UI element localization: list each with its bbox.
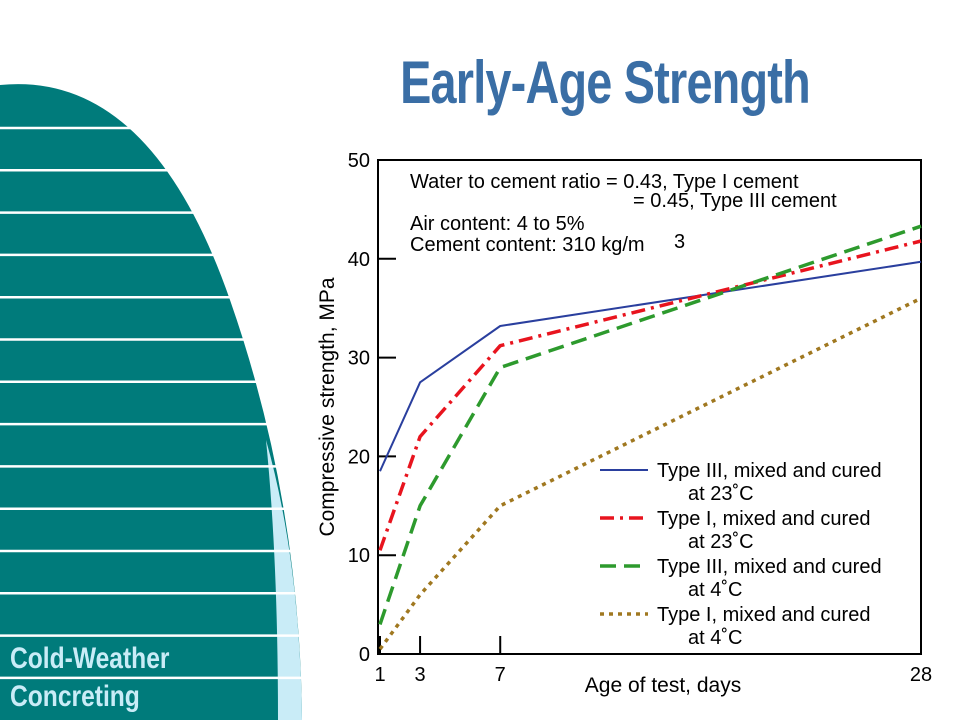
legend-sublabel-4: at 4˚C <box>688 627 742 649</box>
legend-label-4: Type I, mixed and cured <box>657 604 870 626</box>
plot-frame <box>377 159 922 655</box>
light-blue-edge <box>266 440 302 720</box>
y-tick-label: 10 <box>348 545 370 567</box>
y-tick-label: 30 <box>348 348 370 370</box>
y-tick-label: 0 <box>359 644 370 666</box>
y-tick-label: 40 <box>348 249 370 271</box>
annotation-wc-ratio-2: = 0.45, Type III cement <box>633 190 837 212</box>
legend-label-3: Type III, mixed and cured <box>657 556 882 578</box>
annotation-air-content: Air content: 4 to 5% <box>410 213 585 235</box>
legend-label-2: Type I, mixed and cured <box>657 508 870 530</box>
series-line-2 <box>378 239 922 551</box>
footer-title-line1: Cold-Weather <box>10 642 170 675</box>
legend-label-1: Type III, mixed and cured <box>657 460 882 482</box>
series-line-1 <box>379 260 922 472</box>
y-tick-label: 20 <box>348 446 370 468</box>
y-axis-label: Compressive strength, MPa <box>316 277 339 536</box>
y-tick-labels: 0 10 20 30 40 50 <box>348 150 370 666</box>
legend-sublabel-2: at 23˚C <box>688 531 754 553</box>
teal-arc-shape <box>0 84 302 720</box>
y-tick-label: 50 <box>348 150 370 172</box>
page-title: Early-Age Strength <box>400 49 811 116</box>
x-tick-label: 3 <box>415 664 426 686</box>
footer-title-line2: Concreting <box>10 680 140 713</box>
annotation-block: Water to cement ratio = 0.43, Type I cem… <box>410 171 837 256</box>
legend-sublabel-3: at 4˚C <box>688 579 742 601</box>
x-tick-label: 28 <box>910 664 932 686</box>
x-tick-labels: 1 3 7 28 <box>374 664 932 686</box>
decorative-horizontal-lines <box>0 126 310 680</box>
x-tick-label: 1 <box>374 664 385 686</box>
x-tick-label: 7 <box>495 664 506 686</box>
legend-sublabel-1: at 23˚C <box>688 483 754 505</box>
series-line-4 <box>378 296 922 651</box>
x-axis-label: Age of test, days <box>585 674 741 697</box>
series-lines <box>378 224 922 651</box>
series-line-3 <box>378 224 922 625</box>
annotation-wc-ratio: Water to cement ratio = 0.43, Type I cem… <box>410 171 799 193</box>
annotation-cement-content: Cement content: 310 kg/m <box>410 234 645 256</box>
annotation-superscript: 3 <box>674 231 685 253</box>
